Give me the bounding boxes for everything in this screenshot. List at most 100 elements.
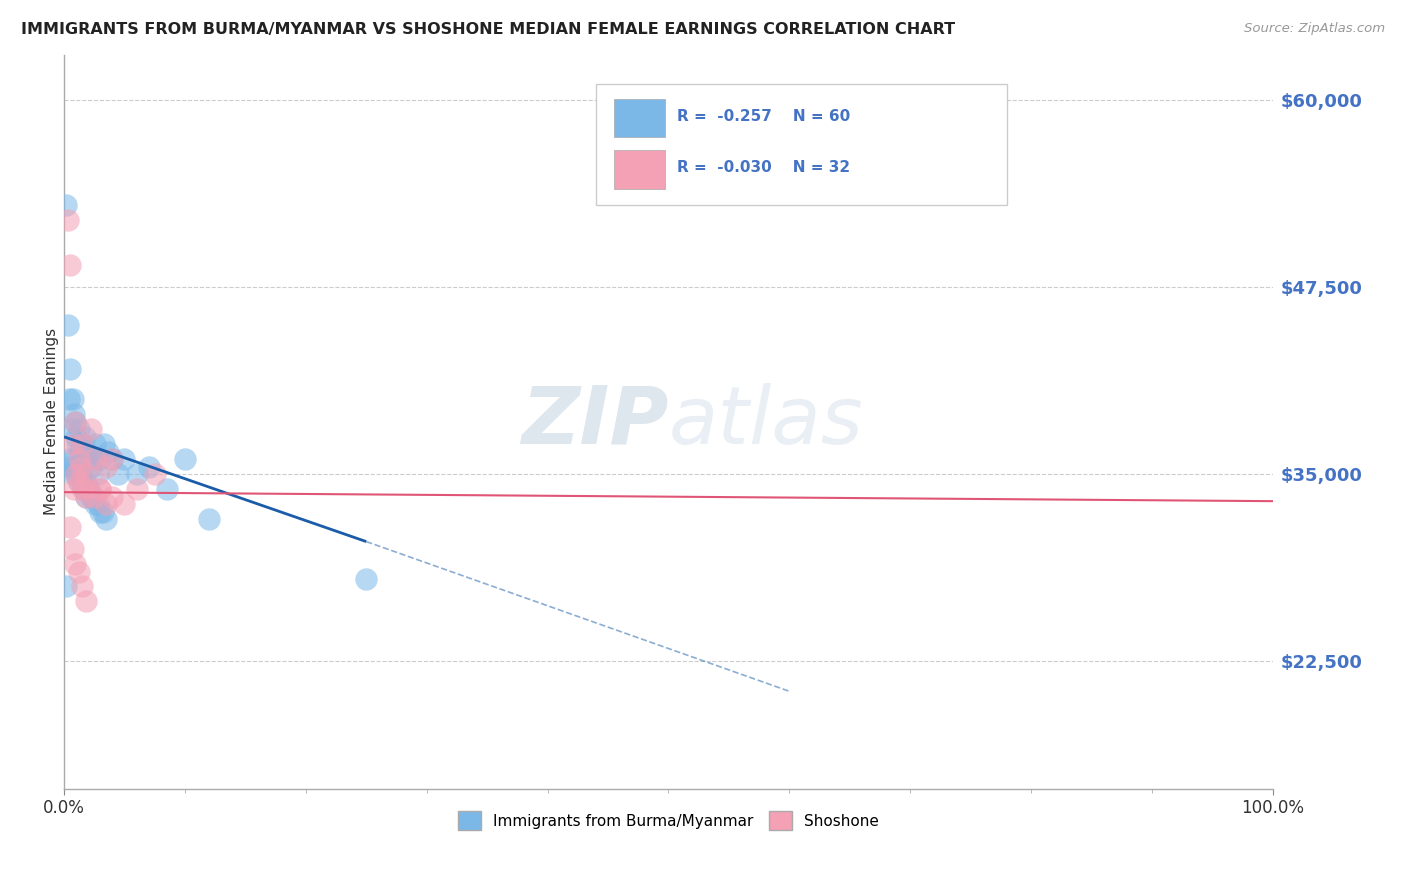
Point — [62, 542, 84, 557]
Point — [65, 467, 87, 482]
Point — [59, 459, 82, 474]
Point — [82, 490, 104, 504]
Text: atlas: atlas — [668, 383, 863, 461]
Point — [56, 318, 79, 332]
Point — [125, 482, 148, 496]
Point — [76, 452, 98, 467]
Point — [89, 482, 111, 496]
Point — [70, 437, 93, 451]
Text: Source: ZipAtlas.com: Source: ZipAtlas.com — [1244, 22, 1385, 36]
Point — [75, 490, 97, 504]
Point — [55, 198, 77, 212]
Point — [63, 415, 86, 429]
Point — [93, 437, 115, 451]
Point — [65, 430, 87, 444]
Point — [77, 482, 100, 496]
Point — [87, 497, 110, 511]
Point — [70, 579, 93, 593]
Point — [143, 467, 166, 482]
Point — [75, 490, 97, 504]
Point — [76, 482, 98, 496]
Point — [198, 512, 221, 526]
Point — [107, 467, 129, 482]
Point — [125, 467, 148, 482]
Point — [84, 452, 107, 467]
Point — [55, 579, 77, 593]
Point — [67, 452, 90, 467]
Point — [62, 392, 84, 407]
Point — [79, 459, 101, 474]
Point — [62, 408, 84, 422]
Point — [60, 422, 83, 436]
Point — [62, 482, 84, 496]
FancyBboxPatch shape — [614, 99, 665, 137]
Point — [62, 467, 84, 482]
Point — [70, 437, 93, 451]
Text: R =  -0.030    N = 32: R = -0.030 N = 32 — [676, 160, 851, 175]
Point — [58, 392, 80, 407]
Point — [62, 437, 84, 451]
Point — [77, 482, 100, 496]
Point — [91, 505, 114, 519]
Point — [96, 497, 118, 511]
Point — [73, 430, 96, 444]
Point — [63, 459, 86, 474]
Legend: Immigrants from Burma/Myanmar, Shoshone: Immigrants from Burma/Myanmar, Shoshone — [451, 805, 884, 836]
Point — [67, 565, 90, 579]
Point — [56, 452, 79, 467]
Point — [70, 467, 93, 482]
Point — [97, 444, 120, 458]
Point — [89, 505, 111, 519]
Y-axis label: Median Female Earnings: Median Female Earnings — [44, 328, 59, 516]
Point — [79, 482, 101, 496]
Point — [63, 415, 86, 429]
Point — [138, 459, 160, 474]
Point — [69, 467, 91, 482]
Text: IMMIGRANTS FROM BURMA/MYANMAR VS SHOSHONE MEDIAN FEMALE EARNINGS CORRELATION CHA: IMMIGRANTS FROM BURMA/MYANMAR VS SHOSHON… — [21, 22, 955, 37]
Point — [72, 437, 94, 451]
Point — [75, 467, 97, 482]
Point — [72, 482, 94, 496]
Point — [73, 475, 96, 489]
Point — [77, 452, 100, 467]
Point — [354, 572, 377, 586]
FancyBboxPatch shape — [596, 85, 1007, 205]
Point — [70, 459, 93, 474]
Point — [83, 490, 105, 504]
Point — [96, 512, 118, 526]
Point — [114, 497, 136, 511]
Point — [65, 467, 87, 482]
Point — [62, 452, 84, 467]
Point — [67, 422, 90, 436]
Point — [66, 437, 89, 451]
Point — [70, 452, 93, 467]
Point — [67, 475, 90, 489]
Point — [59, 362, 82, 376]
Point — [63, 557, 86, 571]
Point — [101, 490, 124, 504]
Point — [72, 482, 94, 496]
Point — [67, 475, 90, 489]
Point — [79, 490, 101, 504]
Point — [96, 459, 118, 474]
Point — [69, 444, 91, 458]
FancyBboxPatch shape — [614, 151, 665, 188]
Point — [89, 452, 111, 467]
Point — [70, 475, 93, 489]
Point — [79, 422, 101, 436]
Point — [66, 467, 89, 482]
Point — [101, 452, 124, 467]
Point — [59, 258, 82, 272]
Point — [59, 519, 82, 533]
Point — [89, 482, 111, 496]
Text: ZIP: ZIP — [522, 383, 668, 461]
Point — [87, 467, 110, 482]
Point — [84, 437, 107, 451]
Point — [84, 497, 107, 511]
Point — [174, 452, 197, 467]
Point — [56, 212, 79, 227]
Point — [156, 482, 179, 496]
Point — [114, 452, 136, 467]
Text: R =  -0.257    N = 60: R = -0.257 N = 60 — [676, 109, 851, 123]
Point — [101, 452, 124, 467]
